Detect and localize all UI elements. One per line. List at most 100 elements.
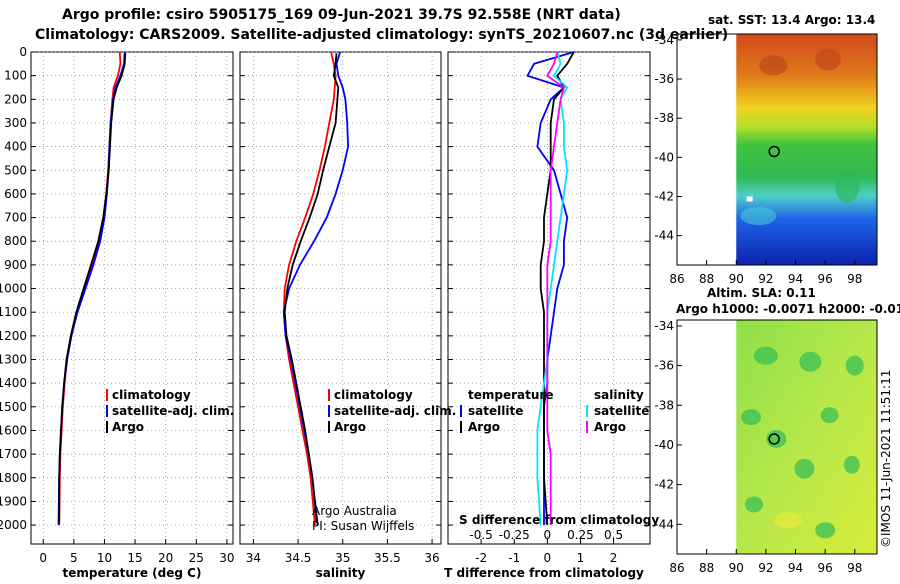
legend-swatch-t-satellite <box>460 405 462 417</box>
s-tick-label: 0.25 <box>567 528 594 542</box>
legend-label-climatology: climatology <box>334 388 413 402</box>
x-tick-label: 94 <box>788 561 803 575</box>
y-tick-label: -38 <box>654 111 674 125</box>
x-tick-label: 34.5 <box>285 551 312 565</box>
y-tick-label: 2000 <box>0 518 27 532</box>
temperature-frame <box>30 51 234 545</box>
y-tick-label: 300 <box>4 116 27 130</box>
x-tick-label: 30 <box>219 551 234 565</box>
sla-map-panel: 86 88 90 92 94 96 98 -34 -36 -38 -40 -42 -44 <box>654 319 878 575</box>
difference-legend: temperature satellite Argo salinity sate… <box>459 388 659 527</box>
y-tick-label: -34 <box>654 33 674 47</box>
x-tick-label: 0 <box>39 551 47 565</box>
y-tick-label: -44 <box>654 517 674 531</box>
x-tick-label: 25 <box>189 551 204 565</box>
y-tick-label: 800 <box>4 234 27 248</box>
x-tick-label: 88 <box>699 272 714 286</box>
legend-swatch-argo <box>328 421 330 433</box>
y-tick-label: 1500 <box>0 400 27 414</box>
salinity-xlabel: salinity <box>316 566 366 580</box>
x-tick-label: -1 <box>508 551 520 565</box>
y-tick-label: 1700 <box>0 447 27 461</box>
x-tick-label: 96 <box>818 272 833 286</box>
x-tick-label: 5 <box>70 551 78 565</box>
x-tick-label: 90 <box>729 272 744 286</box>
y-tick-label: -40 <box>654 150 674 164</box>
legend-heading-temperature: temperature <box>468 388 553 402</box>
title-line-1: Argo profile: csiro 5905175_169 09-Jun-2… <box>62 7 621 23</box>
series-argo <box>58 53 127 523</box>
sla-low-patch <box>820 407 839 424</box>
series-salinity-satellite <box>536 51 569 526</box>
x-tick-label: 35 <box>335 551 350 565</box>
sla-low-patch <box>745 496 764 513</box>
x-tick-label: 94 <box>788 272 803 286</box>
x-tick-label: 98 <box>847 561 862 575</box>
sst-cool-patch <box>835 170 860 203</box>
x-tick-label: 86 <box>669 272 684 286</box>
y-tick-label: 100 <box>4 69 27 83</box>
y-tick-label: 600 <box>4 187 27 201</box>
sla-low-patch <box>815 522 836 539</box>
x-tick-label: 10 <box>97 551 112 565</box>
series-satellite-adj-clim- <box>282 51 350 526</box>
legend-swatch-argo <box>106 421 108 433</box>
y-tick-label: 500 <box>4 163 27 177</box>
y-tick-label: -36 <box>654 72 674 86</box>
y-tick-label: -42 <box>654 189 674 203</box>
x-tick-label: 86 <box>669 561 684 575</box>
y-tick-label: 400 <box>4 140 27 154</box>
sla-low-patch <box>799 351 822 372</box>
sla-low-patch <box>843 455 860 474</box>
y-tick-label: -42 <box>654 478 674 492</box>
y-tick-label: 1100 <box>0 305 27 319</box>
sla-map-frame <box>676 319 878 555</box>
legend-label-t-argo: Argo <box>468 420 500 434</box>
x-tick-label: 36 <box>424 551 439 565</box>
sst-warm-patch <box>815 48 842 71</box>
y-tick-label: 1800 <box>0 471 27 485</box>
y-tick-label: 200 <box>4 92 27 106</box>
x-tick-label: 90 <box>729 561 744 575</box>
salinity-frame <box>239 51 442 545</box>
legend-label-t-satellite: satellite <box>468 404 523 418</box>
y-tick-label: 1300 <box>0 353 27 367</box>
salinity-panel: 34 34.5 35 35.5 36 salinity <box>239 51 442 580</box>
sst-missing-cell <box>746 196 753 202</box>
legend-label-climatology: climatology <box>112 388 191 402</box>
credit-argo-australia: Argo Australia <box>312 504 397 518</box>
sla-low-patch <box>753 346 778 365</box>
x-tick-label: 96 <box>818 561 833 575</box>
temperature-legend: climatology satellite-adj. clim. Argo <box>106 388 234 434</box>
legend-swatch-satellite <box>328 405 330 417</box>
y-tick-label: 0 <box>19 45 27 59</box>
series-climatology <box>282 51 337 526</box>
sla-low-patch <box>794 458 815 479</box>
title-line-2: Climatology: CARS2009. Satellite-adjuste… <box>35 27 728 43</box>
sst-map-panel: 86 88 90 92 94 96 98 -34 -36 -38 -40 -42 -44 <box>654 33 878 286</box>
legend-label-satellite: satellite-adj. clim. <box>334 404 456 418</box>
x-tick-label: 20 <box>158 551 173 565</box>
sla-high-patch <box>774 512 803 529</box>
x-tick-label: 35.5 <box>374 551 401 565</box>
argo-position-marker <box>768 145 780 158</box>
x-tick-label: 34 <box>246 551 261 565</box>
y-tick-label: -38 <box>654 398 674 412</box>
sst-cool-patch <box>740 207 777 226</box>
y-tick-label: 1000 <box>0 282 27 296</box>
legend-heading-salinity: salinity <box>594 388 644 402</box>
y-tick-label: 1900 <box>0 494 27 508</box>
argo-position-marker <box>768 433 780 445</box>
legend-swatch-t-argo <box>460 421 462 433</box>
legend-swatch-s-satellite <box>586 405 588 417</box>
x-tick-label: 92 <box>758 561 773 575</box>
difference-panel: -2 -1 0 1 2 -0.5 -0.25 0 0.25 0.5 T difference fro… <box>444 51 651 580</box>
y-tick-label: 900 <box>4 258 27 272</box>
x-tick-label: 92 <box>758 272 773 286</box>
series-argo <box>283 53 340 523</box>
x-tick-label: 0 <box>544 551 552 565</box>
y-tick-label: -36 <box>654 359 674 373</box>
legend-label-s-argo: Argo <box>594 420 626 434</box>
